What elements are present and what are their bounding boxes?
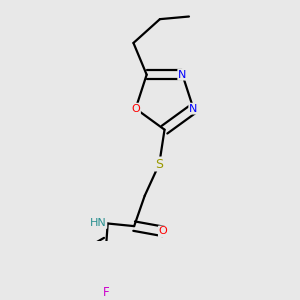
- Text: S: S: [155, 158, 163, 170]
- Text: N: N: [189, 104, 198, 114]
- Text: O: O: [159, 226, 168, 236]
- Text: O: O: [131, 104, 140, 114]
- Text: F: F: [103, 286, 110, 299]
- Text: HN: HN: [90, 218, 106, 228]
- Text: N: N: [178, 70, 187, 80]
